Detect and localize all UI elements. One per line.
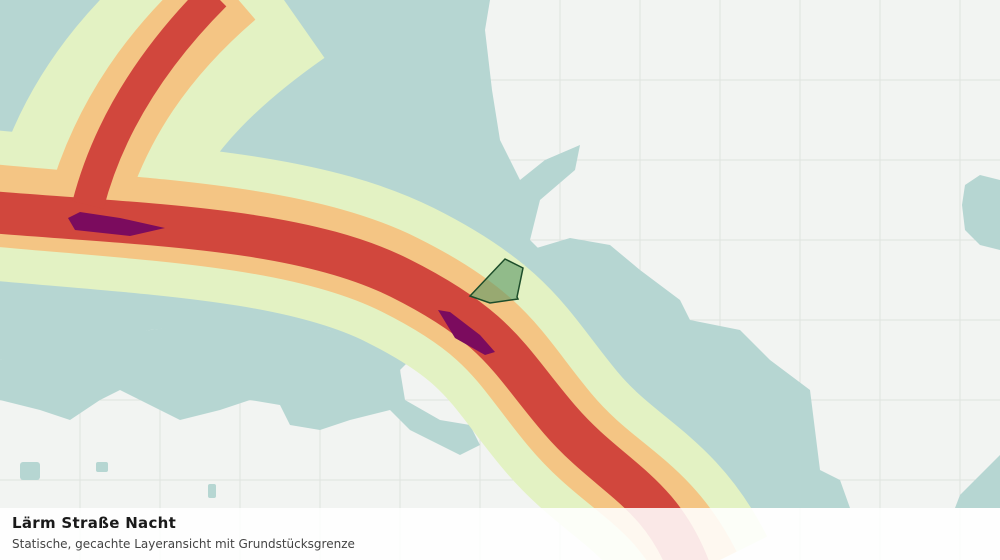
caption: Lärm Straße Nacht Statische, gecachte La… <box>0 508 1000 560</box>
caption-title: Lärm Straße Nacht <box>12 514 177 532</box>
noise-peak <box>438 310 495 355</box>
noise-bands <box>0 0 768 560</box>
noise-peak <box>68 212 165 236</box>
caption-subtitle: Statische, gecachte Layeransicht mit Gru… <box>12 537 355 551</box>
parcel-boundary <box>468 258 524 304</box>
